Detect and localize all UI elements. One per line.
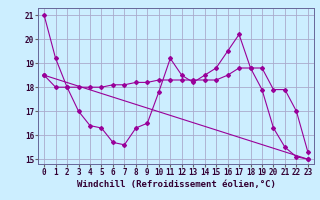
X-axis label: Windchill (Refroidissement éolien,°C): Windchill (Refroidissement éolien,°C) bbox=[76, 180, 276, 189]
